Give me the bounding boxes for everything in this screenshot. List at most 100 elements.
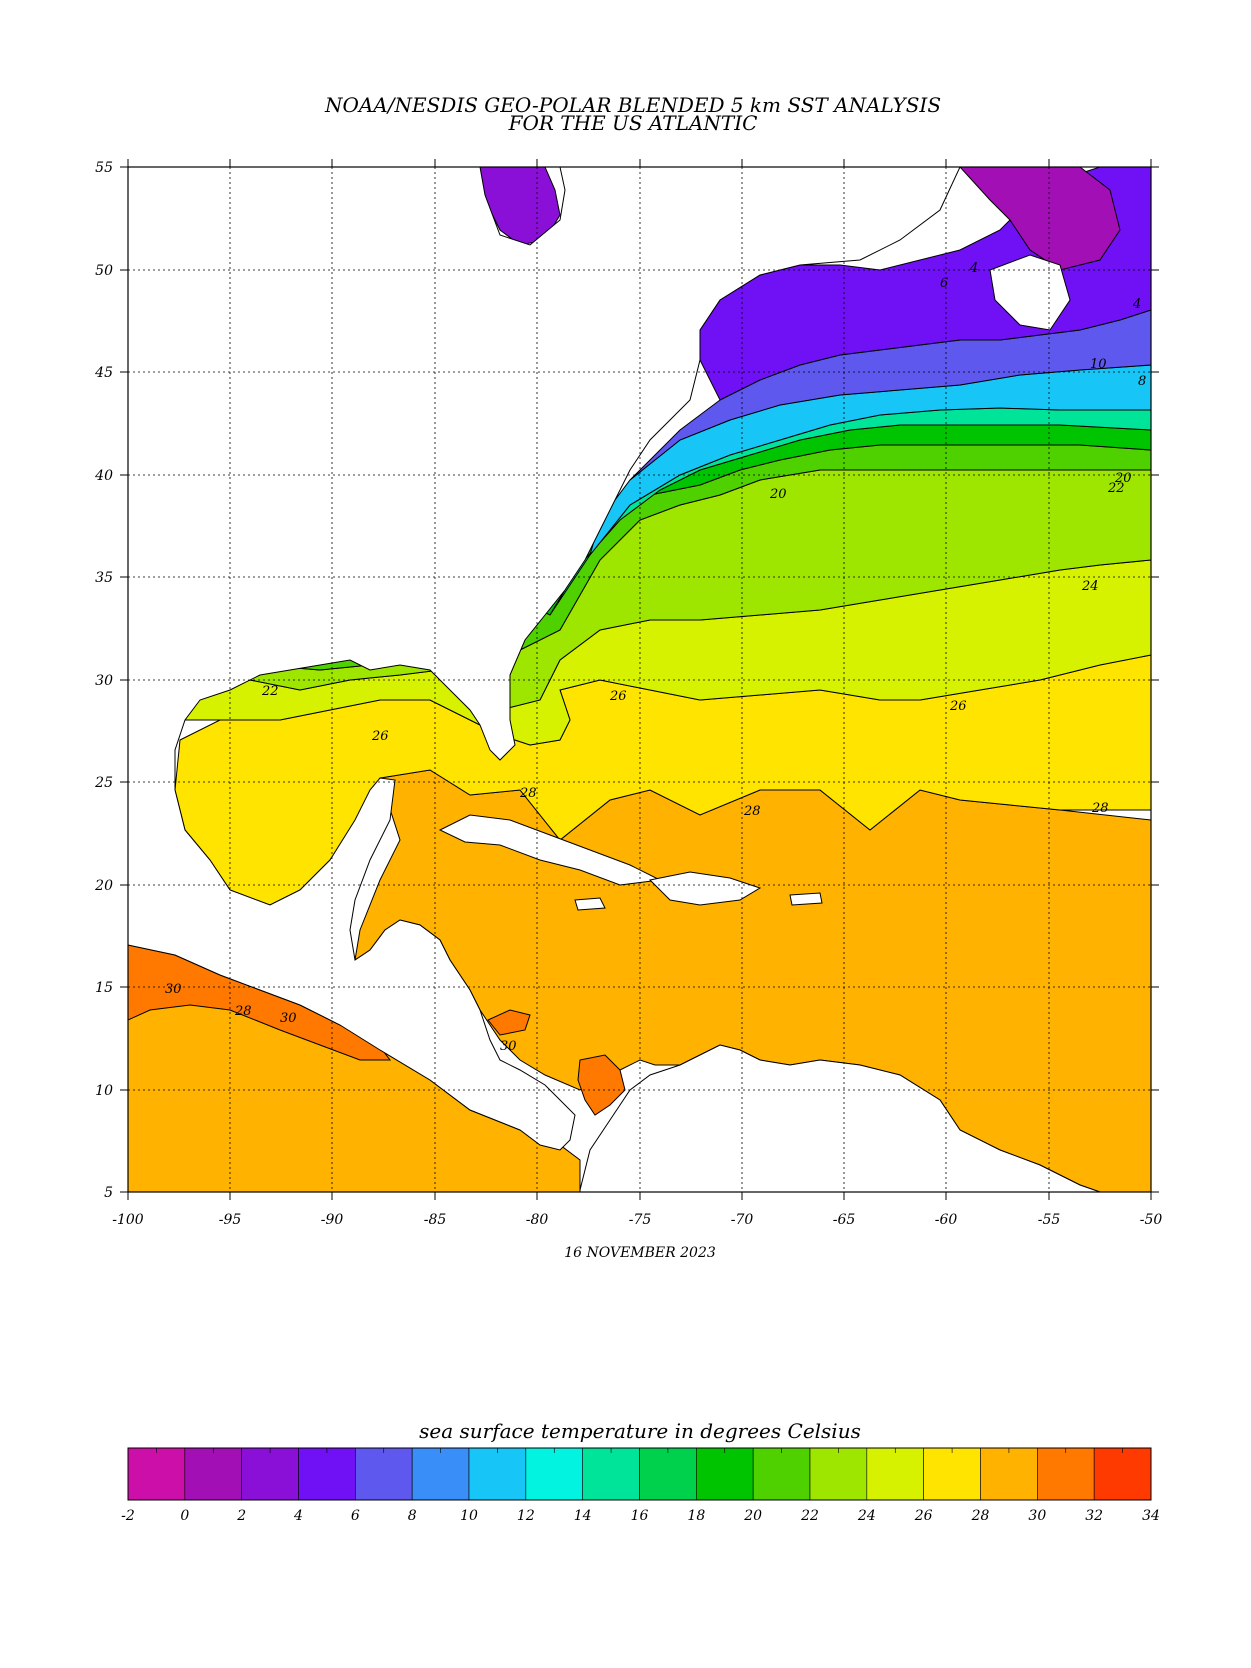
colorbar-tick-label: -2: [121, 1508, 135, 1524]
lat-tick-label: 55: [95, 160, 113, 176]
contour-label: 30: [280, 1011, 297, 1026]
lon-tick-label: -85: [424, 1212, 447, 1228]
axis-ticks: [120, 159, 1159, 1200]
date-label: 16 NOVEMBER 2023: [564, 1245, 716, 1261]
colorbar-tick-label: 30: [1028, 1508, 1046, 1524]
lon-tick-label: -50: [1140, 1212, 1163, 1228]
land-hispaniola: [648, 871, 762, 906]
contour-label: 26: [371, 729, 389, 744]
contour-label: 8: [1138, 374, 1146, 389]
colorbar-tick-labels: -2 0 2 4 6 8 10 12 14 16 18 20 22 24 26 28 30 32 34: [121, 1508, 1160, 1524]
lat-tick-label: 10: [95, 1083, 113, 1099]
colorbar-tick-label: 6: [351, 1508, 360, 1524]
sst-band-0-4: [959, 167, 1121, 271]
lon-tick-label: -65: [833, 1212, 856, 1228]
lat-tick-label: 35: [95, 570, 113, 586]
lat-tick-label: 50: [95, 263, 113, 279]
colorbar-tick-label: 28: [971, 1508, 990, 1524]
colorbar-swatch: [1093, 1447, 1152, 1501]
colorbar-tick-label: 34: [1142, 1508, 1160, 1524]
colorbar-swatch: [866, 1447, 924, 1501]
colorbar-swatch: [923, 1447, 981, 1501]
sst-band-30-32-caribbean: [577, 1054, 626, 1116]
colorbar-swatch: [1037, 1447, 1095, 1501]
colorbar-swatch: [582, 1447, 640, 1501]
lat-tick-label: 45: [94, 365, 113, 381]
lon-tick-labels: -100 -95 -90 -85 -80 -75 -70 -65 -60 -55…: [112, 1212, 1162, 1228]
colorbar-tick-label: 26: [914, 1508, 933, 1524]
colorbar-swatch: [752, 1447, 811, 1501]
colorbar-swatch: [411, 1447, 470, 1501]
contour-label: 20: [1114, 471, 1132, 486]
lat-tick-label: 25: [94, 775, 113, 791]
map-title-line2: FOR THE US ATLANTIC: [508, 111, 758, 135]
colorbar-tick-label: 4: [293, 1508, 303, 1524]
colorbar-label: sea surface temperature in degrees Celsi…: [419, 1419, 861, 1443]
land-masses: [128, 167, 1101, 1192]
lon-tick-label: -80: [526, 1212, 549, 1228]
colorbar-outline: [127, 1447, 1152, 1501]
colorbar-tick-label: 10: [460, 1508, 478, 1524]
contour-label: 30: [500, 1039, 517, 1054]
colorbar-swatch: [639, 1447, 697, 1501]
contour-label: 30: [165, 982, 182, 997]
land-jamaica: [574, 897, 606, 911]
colorbar-swatch: [184, 1447, 242, 1501]
colorbar-tick-label: 8: [408, 1508, 417, 1524]
land-north-america: [128, 167, 961, 1151]
contour-label: 22: [261, 684, 279, 699]
colorbar-swatch: [980, 1447, 1038, 1501]
lat-tick-label: 30: [95, 673, 113, 689]
contour-label: 4: [969, 261, 978, 276]
contour-labels: 10 20 20 22 24 26 26 26 28 28 28 30 30 3…: [165, 261, 1146, 1054]
lat-tick-labels: 55 50 45 40 35 30 25 20 15 10 5: [94, 160, 113, 1201]
lat-tick-label: 5: [104, 1185, 113, 1201]
lat-tick-label: 15: [95, 980, 113, 996]
colorbar-tick-label: 14: [574, 1508, 592, 1524]
sst-field: [128, 167, 1151, 1192]
colorbar-tick-label: 2: [236, 1508, 246, 1524]
contour-label: 26: [609, 689, 627, 704]
contour-label: 28: [743, 804, 761, 819]
colorbar-tick-label: 18: [687, 1508, 705, 1524]
colorbar-tick-label: 12: [517, 1508, 535, 1524]
contour-label: 28: [1091, 801, 1109, 816]
contour-label: 28: [234, 1004, 252, 1019]
contour-label: 4: [1132, 297, 1141, 312]
contour-label: 22: [1107, 481, 1125, 496]
colorbar-tick-label: 24: [857, 1508, 876, 1524]
sst-band-30-32-small: [487, 1009, 531, 1036]
colorbar-swatch: [468, 1447, 527, 1501]
map-title-line1: NOAA/NESDIS GEO-POLAR BLENDED 5 km SST A…: [324, 93, 941, 117]
colorbar-tick-label: 22: [800, 1508, 819, 1524]
lon-tick-label: -55: [1038, 1212, 1061, 1228]
colorbar-tick-label: 16: [631, 1508, 649, 1524]
contour-label: 6: [940, 276, 948, 291]
map-plot-area: 10 20 20 22 24 26 26 26 28 28 28 30 30 3…: [128, 167, 1151, 1192]
lon-tick-label: -75: [629, 1212, 652, 1228]
lon-tick-label: -100: [112, 1212, 144, 1228]
colorbar-swatch: [127, 1447, 186, 1501]
land-newfoundland: [989, 254, 1071, 331]
colorbar-swatch: [355, 1447, 413, 1501]
colorbar-swatch: [696, 1447, 754, 1501]
lon-tick-label: -90: [321, 1212, 344, 1228]
colorbar-tick-label: 32: [1085, 1508, 1103, 1524]
contour-label: 26: [949, 699, 967, 714]
land-puerto-rico: [789, 892, 823, 906]
colorbar-tick-label: 0: [180, 1508, 189, 1524]
colorbar-swatch: [298, 1447, 356, 1501]
lat-tick-label: 40: [94, 468, 113, 484]
contour-label: 20: [769, 487, 787, 502]
lat-lon-grid: [128, 167, 1151, 1192]
lon-tick-label: -70: [731, 1212, 754, 1228]
colorbar-swatch: [241, 1447, 299, 1501]
contour-label: 10: [1090, 357, 1107, 372]
colorbar-swatch: [809, 1447, 868, 1501]
contour-label: 24: [1081, 579, 1099, 594]
lon-tick-label: -95: [219, 1212, 242, 1228]
lon-tick-label: -60: [935, 1212, 958, 1228]
colorbar: [127, 1447, 1152, 1501]
lat-tick-label: 20: [94, 878, 113, 894]
